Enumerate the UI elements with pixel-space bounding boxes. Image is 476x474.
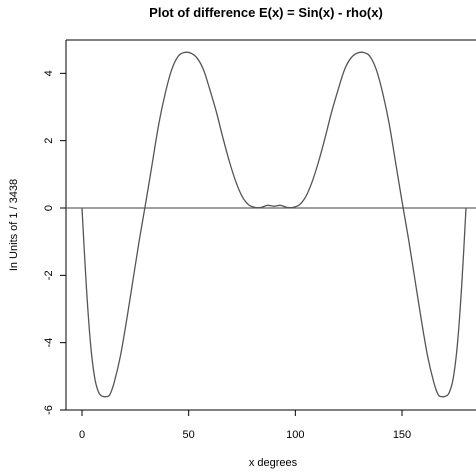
x-tick-label-50: 50 (183, 429, 195, 441)
y-tick-label-0: 0 (43, 205, 55, 211)
chart-title: Plot of difference E(x) = Sin(x) - rho(x… (149, 5, 383, 20)
x-axis-label: x degrees (249, 457, 298, 469)
y-tick-label--4: -4 (43, 338, 55, 348)
x-tick-label-100: 100 (286, 429, 304, 441)
x-axis: 0 50 100 150 (79, 410, 411, 441)
series-line-difference (81, 51, 467, 398)
x-tick-label-0: 0 (79, 429, 85, 441)
x-tick-label-150: 150 (393, 429, 411, 441)
y-tick-label--6: -6 (43, 405, 55, 415)
y-tick-label--2: -2 (43, 270, 55, 280)
y-axis-label: In Units of 1 / 3438 (8, 179, 20, 271)
y-tick-label-2: 2 (43, 138, 55, 144)
y-axis: -6 -4 -2 0 2 4 (43, 70, 66, 415)
y-tick-label-4: 4 (43, 70, 55, 76)
plot-frame (65, 39, 476, 411)
